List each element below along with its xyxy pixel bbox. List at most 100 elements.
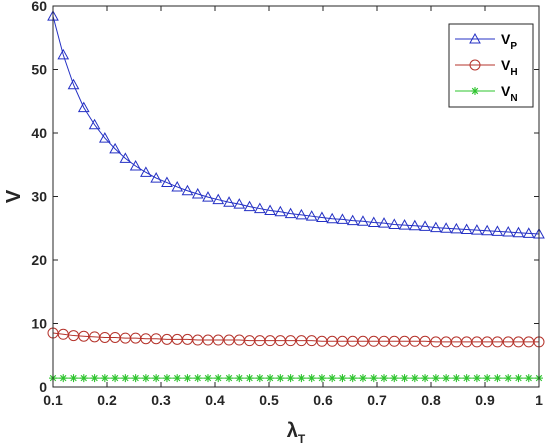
data-point xyxy=(378,217,390,228)
legend-label-sub: H xyxy=(510,67,517,78)
legend: VP VH VN xyxy=(448,23,534,108)
data-point xyxy=(121,374,130,383)
data-point xyxy=(253,202,266,214)
data-point xyxy=(274,205,287,217)
marker-stroke xyxy=(463,374,470,382)
data-point xyxy=(109,142,121,154)
marker-stroke xyxy=(277,374,284,382)
data-point xyxy=(286,374,295,383)
data-point xyxy=(502,226,515,237)
data-point xyxy=(297,374,306,383)
data-point xyxy=(504,374,513,383)
marker-stroke xyxy=(287,374,294,382)
data-point xyxy=(472,374,481,383)
data-point xyxy=(57,48,70,60)
data-point xyxy=(491,225,504,236)
marker-stroke xyxy=(432,374,440,382)
data-point xyxy=(243,200,256,212)
legend-entry-n: VN xyxy=(455,83,518,104)
data-point xyxy=(483,374,492,383)
data-point xyxy=(442,374,451,383)
data-point xyxy=(266,374,275,383)
data-point xyxy=(98,132,111,143)
legend-label: VN xyxy=(501,83,518,104)
x-tick-label: 0.9 xyxy=(475,392,495,408)
x-tick-label: 0.1 xyxy=(43,392,63,408)
data-point xyxy=(69,374,78,383)
marker-stroke xyxy=(101,374,109,382)
data-point xyxy=(173,374,182,383)
data-point xyxy=(225,374,234,383)
x-tick-label: 0.4 xyxy=(205,392,225,408)
marker-stroke xyxy=(328,374,336,382)
data-point xyxy=(59,374,68,383)
data-point xyxy=(450,222,463,234)
data-point xyxy=(388,218,401,229)
marker-stroke xyxy=(525,374,532,382)
marker-stroke xyxy=(91,374,98,382)
data-point xyxy=(79,374,88,383)
series-h xyxy=(47,327,545,348)
data-point xyxy=(512,226,525,238)
marker-stroke xyxy=(339,374,346,382)
marker-stroke xyxy=(473,374,481,382)
marker-stroke xyxy=(142,374,150,382)
data-point xyxy=(191,187,204,199)
data-point xyxy=(367,216,380,228)
data-point xyxy=(202,191,214,202)
data-point xyxy=(276,374,285,383)
data-point xyxy=(203,374,212,383)
data-point xyxy=(150,172,162,183)
data-point xyxy=(223,196,235,207)
data-point xyxy=(181,184,194,196)
data-point xyxy=(131,374,140,383)
data-point xyxy=(245,374,254,383)
data-point xyxy=(380,374,389,383)
x-tick-label: 0.6 xyxy=(313,392,333,408)
data-point xyxy=(338,374,347,383)
marker-stroke xyxy=(111,374,119,382)
marker-stroke xyxy=(471,87,479,95)
data-point xyxy=(67,78,80,90)
data-point xyxy=(233,198,246,209)
marker-stroke xyxy=(515,374,522,382)
marker-stroke xyxy=(215,374,222,382)
data-point xyxy=(255,374,264,383)
data-point xyxy=(357,215,369,226)
data-point xyxy=(514,374,523,383)
marker-stroke xyxy=(204,374,212,382)
data-point xyxy=(100,374,109,383)
data-point xyxy=(336,213,349,224)
data-point xyxy=(522,227,535,238)
marker-stroke xyxy=(359,374,367,382)
marker-stroke xyxy=(236,374,243,382)
legend-label-main: V xyxy=(501,57,511,73)
marker-stroke xyxy=(483,374,491,382)
marker-stroke xyxy=(152,374,160,382)
y-tick-label: 50 xyxy=(31,62,47,78)
data-point xyxy=(462,374,471,383)
legend-label: VP xyxy=(501,31,517,52)
data-point xyxy=(129,159,142,171)
data-point xyxy=(398,219,411,230)
axes-layer: 0.1 0.2 0.3 0.4 0.5 0.6 0.7 0.8 0.9 1010203040506… xyxy=(31,0,543,408)
marker-stroke xyxy=(380,374,388,382)
data-point xyxy=(77,101,90,113)
marker-stroke xyxy=(318,374,326,382)
marker-stroke xyxy=(453,374,460,382)
data-point xyxy=(326,212,339,224)
x-tick-label: 0.2 xyxy=(97,392,117,408)
marker-stroke xyxy=(421,374,429,382)
data-point xyxy=(452,374,461,383)
marker-stroke xyxy=(225,374,233,382)
data-point xyxy=(419,335,431,347)
data-point xyxy=(430,221,442,233)
marker-stroke xyxy=(442,374,450,382)
marker-stroke xyxy=(298,374,305,382)
marker-stroke xyxy=(122,374,129,382)
marker-stroke xyxy=(70,374,77,382)
data-point xyxy=(264,204,276,215)
y-tick-label: 40 xyxy=(31,125,47,141)
data-point xyxy=(284,207,297,219)
data-point xyxy=(235,374,244,383)
